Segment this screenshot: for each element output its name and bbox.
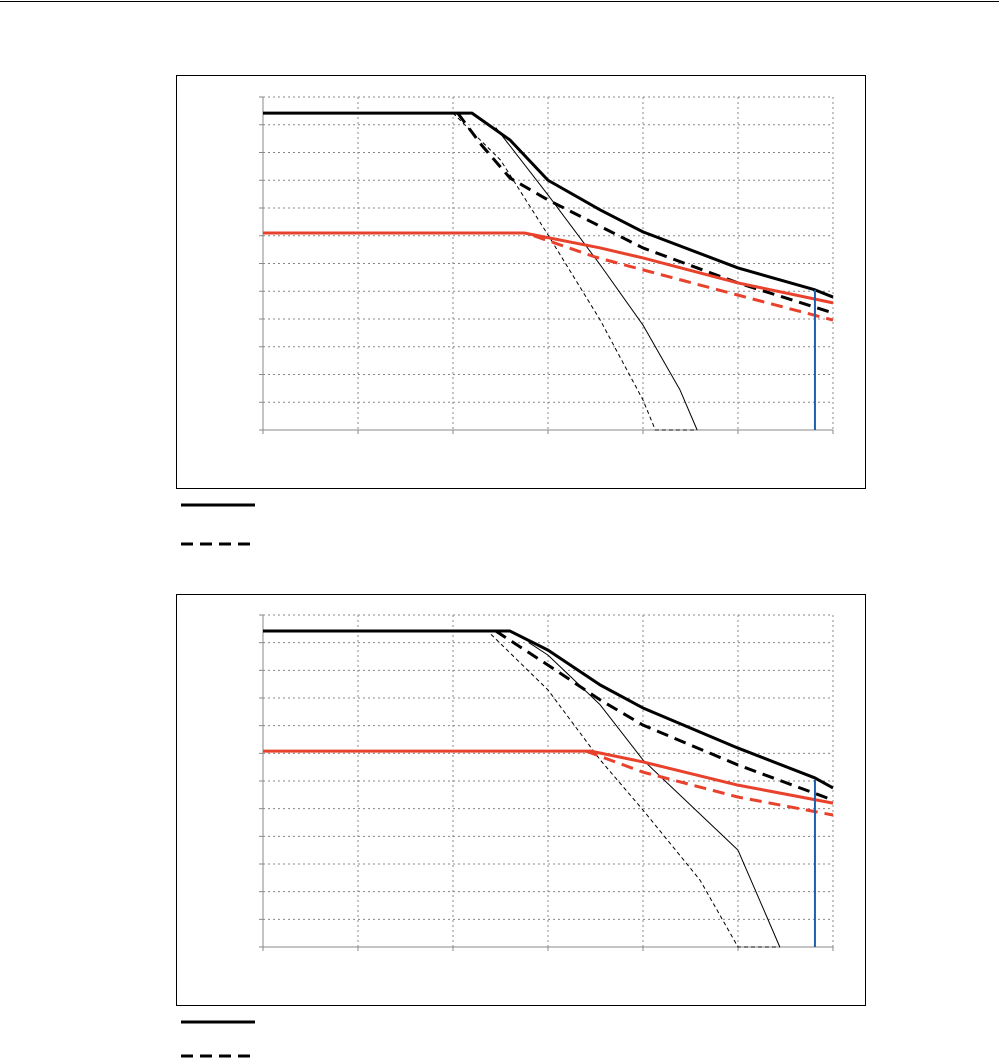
- data-line: [528, 642, 781, 948]
- data-line: [452, 112, 698, 431]
- data-line: [263, 111, 834, 299]
- chart-frame: [176, 594, 866, 1006]
- data-line: [495, 127, 698, 431]
- data-line: [533, 234, 834, 322]
- data-line: [263, 231, 834, 305]
- data-line: [263, 629, 834, 790]
- data-line: [494, 629, 834, 802]
- chart-frame: [176, 75, 866, 489]
- data-line: [490, 634, 780, 948]
- data-line: [585, 749, 834, 817]
- data-line: [263, 749, 834, 805]
